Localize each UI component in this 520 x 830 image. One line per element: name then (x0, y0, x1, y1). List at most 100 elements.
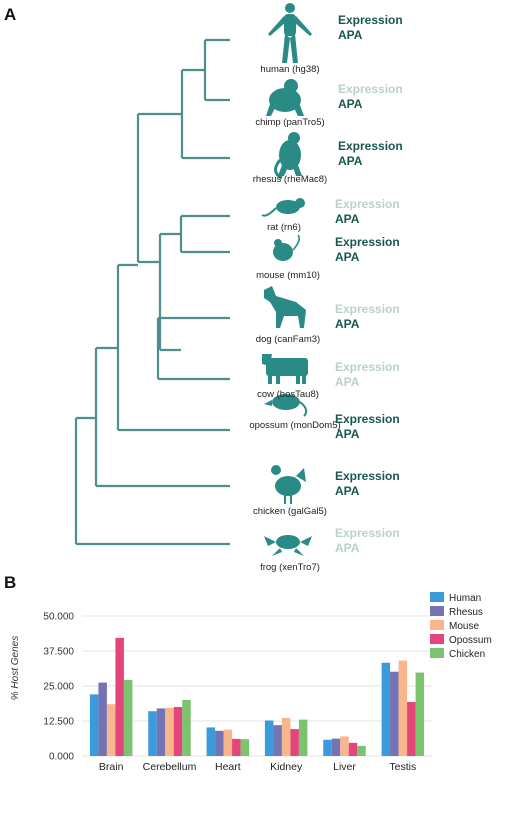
legend-label-rhesus: Rhesus (449, 607, 483, 618)
apa-tag-frog: APA (335, 541, 360, 555)
species-label-rhesus: rhesus (rheMac8) (253, 174, 327, 185)
legend-label-opossum: Opossum (449, 635, 492, 646)
species-label-mouse: mouse (mm10) (256, 270, 320, 281)
expression-tag-chicken: Expression (335, 469, 400, 483)
x-tick-label-brain: Brain (99, 761, 124, 773)
legend-swatch-rhesus (430, 606, 444, 616)
apa-tag-mouse: APA (335, 250, 360, 264)
human-icon (268, 3, 312, 63)
bar-chicken-brain (123, 679, 133, 756)
bar-human-testis (381, 662, 391, 756)
bar-opossum-brain (115, 637, 124, 756)
expression-tag-opossum: Expression (335, 412, 400, 426)
expression-tag-frog: Expression (335, 526, 400, 540)
chicken-icon (271, 465, 306, 504)
expression-tag-human: Expression (338, 13, 403, 27)
y-tick-label: 37.500 (43, 647, 74, 658)
y-axis-label: % Host Genes (10, 636, 21, 700)
y-tick-label: 50.000 (43, 612, 74, 623)
apa-tag-opossum: APA (335, 427, 360, 441)
bar-rhesus-brain (98, 682, 107, 756)
rat-icon (261, 198, 305, 217)
species-rows: human (hg38) Expression APA chimp (panTr… (249, 13, 402, 573)
bar-rhesus-testis (390, 671, 399, 756)
gridlines (82, 615, 432, 757)
legend-label-chicken: Chicken (449, 649, 485, 660)
legend-label-human: Human (449, 593, 481, 604)
bar-opossum-kidney (290, 729, 299, 756)
species-label-opossum: opossum (monDom5) (249, 420, 340, 431)
apa-tag-human: APA (338, 28, 363, 42)
bar-mouse-liver (340, 736, 349, 756)
expression-tag-chimp: Expression (338, 82, 403, 96)
bar-human-kidney (264, 720, 274, 756)
mouse-icon (273, 234, 300, 261)
x-tick-label-testis: Testis (389, 761, 416, 773)
species-label-human: human (hg38) (260, 64, 319, 75)
frog-icon (264, 535, 312, 556)
x-tick-labels: Brain Cerebellum Heart Kidney Liver Testis (99, 761, 416, 773)
legend-swatch-opossum (430, 634, 444, 644)
legend-swatch-human (430, 592, 444, 602)
bar-mouse-testis (398, 660, 408, 756)
apa-tag-rhesus: APA (338, 154, 363, 168)
y-tick-label: 25.000 (43, 682, 74, 693)
apa-tag-chicken: APA (335, 484, 360, 498)
x-tick-label-kidney: Kidney (270, 761, 303, 773)
bar-opossum-testis (407, 701, 416, 756)
apa-tag-rat: APA (335, 212, 360, 226)
species-label-frog: frog (xenTro7) (260, 562, 320, 573)
bar-human-brain (89, 694, 99, 756)
bar-chicken-cerebellum (182, 700, 191, 756)
bar-chicken-liver (357, 745, 366, 756)
bar-chicken-testis (415, 672, 425, 756)
bar-rhesus-liver (331, 738, 341, 756)
species-label-chimp: chimp (panTro5) (255, 117, 324, 128)
bar-chicken-kidney (298, 719, 308, 756)
bar-opossum-cerebellum (173, 707, 183, 756)
apa-tag-chimp: APA (338, 97, 363, 111)
bar-rhesus-cerebellum (156, 708, 166, 756)
y-tick-labels: 0.000 12.500 25.000 37.500 50.000 (43, 612, 74, 763)
bar-opossum-liver (348, 742, 358, 756)
rhesus-icon (274, 132, 302, 180)
species-label-rat: rat (rn6) (267, 222, 301, 233)
y-tick-label: 12.500 (43, 717, 74, 728)
phylogenetic-tree (74, 38, 230, 546)
species-label-cow: cow (bosTau8) (257, 389, 319, 400)
bar-rhesus-kidney (273, 725, 282, 756)
bar-mouse-kidney (281, 717, 291, 756)
legend-swatch-mouse (430, 620, 444, 630)
bar-rhesus-heart (215, 730, 224, 756)
bar-mouse-brain (106, 704, 116, 756)
x-tick-label-heart: Heart (215, 761, 241, 773)
bar-chicken-heart (240, 739, 250, 756)
chimp-icon (266, 79, 304, 116)
legend-swatch-chicken (430, 648, 444, 658)
apa-tag-cow: APA (335, 375, 360, 389)
bar-human-heart (206, 727, 216, 756)
bar-human-cerebellum (148, 711, 157, 756)
bar-human-liver (323, 739, 332, 756)
opossum-icon (264, 394, 308, 417)
legend-label-mouse: Mouse (449, 621, 479, 632)
expression-tag-cow: Expression (335, 360, 400, 374)
expression-tag-rhesus: Expression (338, 139, 403, 153)
species-label-dog: dog (canFam3) (256, 334, 320, 345)
bar-opossum-heart (232, 738, 241, 756)
dog-icon (264, 286, 306, 328)
cow-icon (262, 354, 308, 384)
expression-tag-mouse: Expression (335, 235, 400, 249)
panel-b-label: B (4, 573, 16, 592)
bar-mouse-heart (223, 729, 233, 756)
bar-mouse-cerebellum (165, 707, 174, 756)
x-tick-label-liver: Liver (333, 761, 356, 773)
species-label-chicken: chicken (galGal5) (253, 506, 327, 517)
legend: Human Rhesus Mouse Opossum Chicken (430, 592, 492, 660)
expression-tag-dog: Expression (335, 302, 400, 316)
bars (89, 637, 425, 756)
x-tick-label-cerebellum: Cerebellum (143, 761, 197, 773)
apa-tag-dog: APA (335, 317, 360, 331)
y-tick-label: 0.000 (49, 752, 74, 763)
